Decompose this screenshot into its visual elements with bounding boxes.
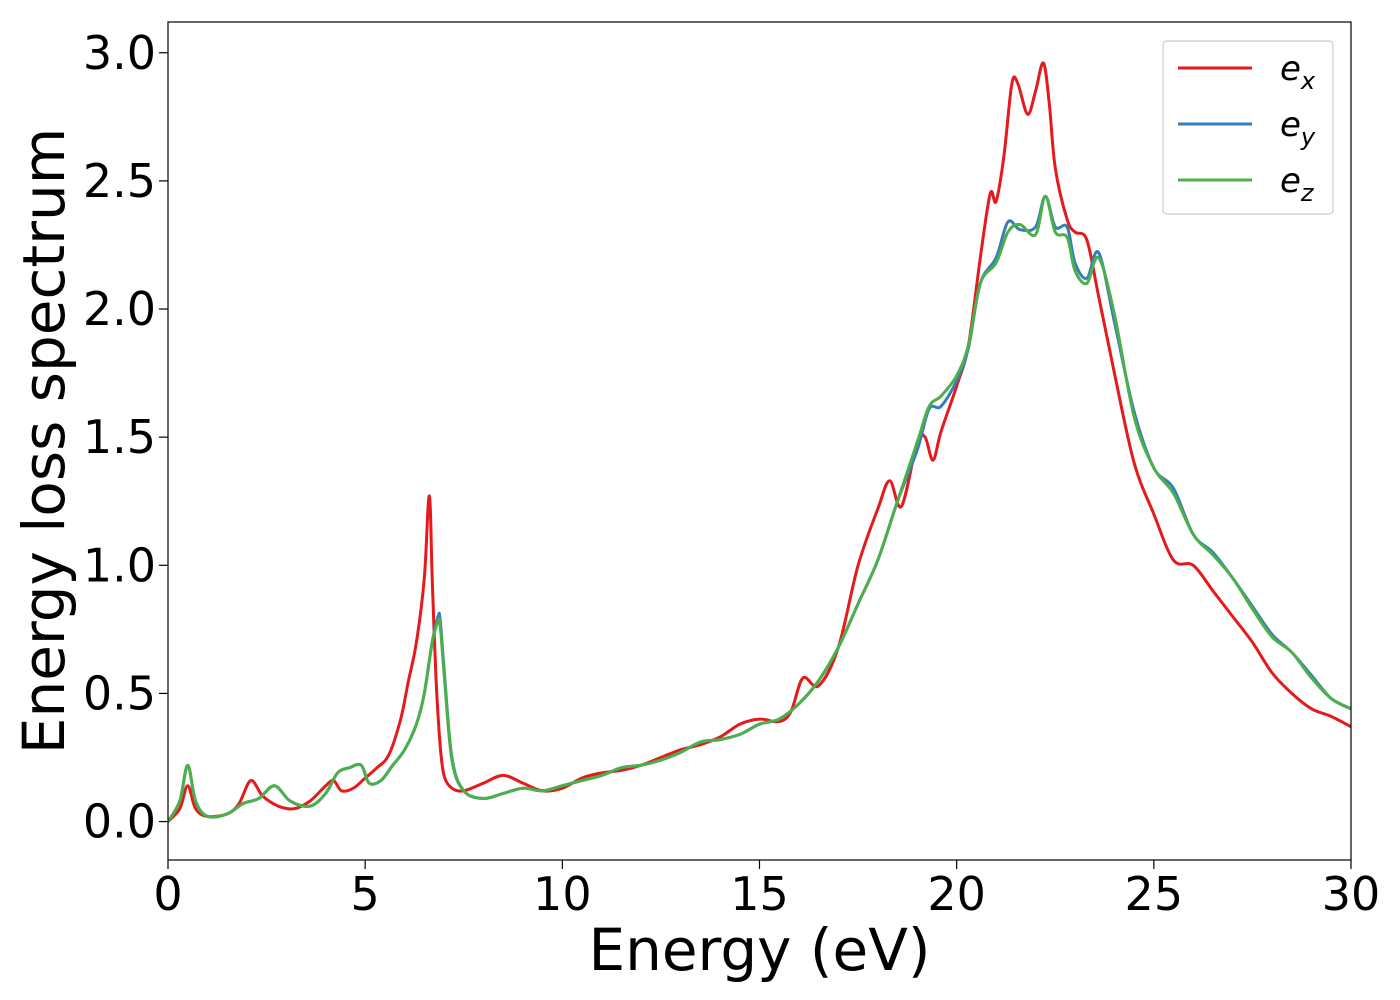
series-line-ex — [168, 61, 1351, 824]
y-tick-label: 1.5 — [83, 410, 156, 464]
series-line-ez — [168, 194, 1351, 824]
x-tick-label: 20 — [927, 867, 986, 921]
x-tick-label: 15 — [730, 867, 789, 921]
y-tick-label: 2.5 — [83, 154, 156, 208]
x-tick-label: 0 — [153, 867, 182, 921]
legend-items: ex ey ez — [1178, 49, 1316, 207]
legend-label-ey: ey — [1280, 105, 1316, 151]
x-tick-label: 30 — [1322, 867, 1381, 921]
y-tick-label: 3.0 — [83, 26, 156, 80]
y-axis-title: Energy loss spectrum — [10, 128, 78, 754]
x-axis-title: Energy (eV) — [588, 916, 930, 984]
series-layer — [168, 61, 1351, 824]
x-tick-label: 5 — [351, 867, 380, 921]
y-tick-label: 0.0 — [83, 795, 156, 849]
y-tick-label: 2.0 — [83, 282, 156, 336]
y-axis: 0.0 0.5 1.0 1.5 2.0 2.5 3.0 — [83, 26, 168, 849]
legend-label-ez: ez — [1280, 161, 1315, 207]
x-axis: 0 5 10 15 20 25 30 — [153, 860, 1380, 921]
x-tick-label: 10 — [533, 867, 592, 921]
legend: ex ey ez — [1162, 40, 1334, 215]
legend-label-ex: ex — [1280, 49, 1316, 95]
series-line-ey — [168, 194, 1351, 824]
legend-box — [1162, 40, 1334, 215]
y-tick-label: 1.0 — [83, 538, 156, 592]
y-tick-label: 0.5 — [83, 666, 156, 720]
x-tick-label: 25 — [1125, 867, 1184, 921]
